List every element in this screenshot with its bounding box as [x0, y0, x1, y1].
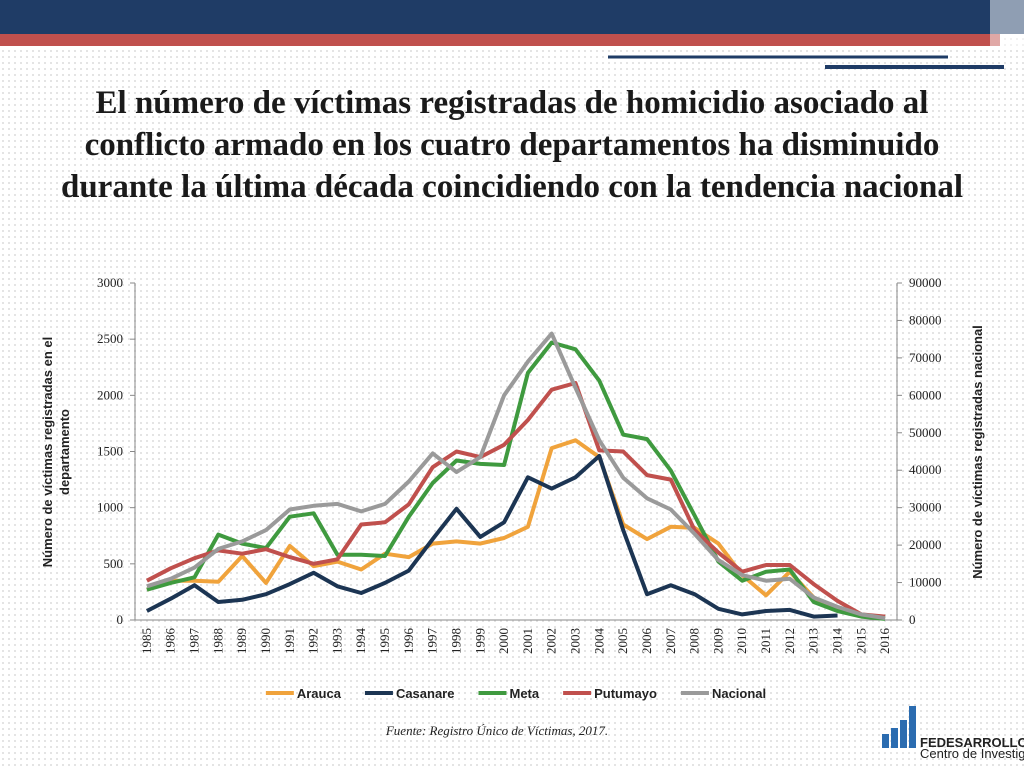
x-tick-label: 2000 — [496, 628, 511, 654]
y2-tick-label: 10000 — [909, 575, 942, 590]
x-tick-label: 2004 — [591, 628, 606, 655]
y-tick-label: 0 — [117, 612, 124, 627]
source-note: Fuente: Registro Único de Víctimas, 2017… — [385, 723, 608, 738]
x-tick-label: 2013 — [806, 628, 821, 654]
x-tick-label: 2003 — [568, 628, 583, 654]
x-tick-label: 2001 — [520, 628, 535, 654]
x-tick-label: 1989 — [234, 628, 249, 654]
x-tick-label: 2011 — [758, 628, 773, 654]
x-tick-label: 1991 — [282, 628, 297, 654]
series-line — [145, 381, 886, 619]
y2-tick-label: 30000 — [909, 500, 942, 515]
x-tick-label: 2006 — [639, 628, 654, 655]
logo-name: FEDESARROLLO — [920, 735, 1024, 750]
x-tick-label: 1986 — [163, 628, 178, 655]
y-tick-label: 1500 — [97, 444, 123, 459]
x-tick-label: 1999 — [472, 628, 487, 654]
slide-title: El número de víctimas registradas de hom… — [60, 85, 964, 205]
legend-label: Arauca — [297, 686, 342, 701]
y-tick-label: 2000 — [97, 387, 123, 402]
x-tick-label: 2009 — [710, 628, 725, 654]
y-tick-label: 1000 — [97, 500, 123, 515]
series-line — [146, 331, 886, 621]
legend-label: Casanare — [396, 686, 455, 701]
legend-label: Nacional — [712, 686, 766, 701]
x-tick-label: 1996 — [401, 628, 416, 655]
x-tick-label: 1997 — [425, 628, 440, 655]
logo-tagline: Centro de Investigación Económica y Soci… — [920, 746, 1024, 761]
y-tick-label: 500 — [104, 556, 124, 571]
x-tick-label: 2002 — [544, 628, 559, 654]
x-tick-label: 2007 — [663, 628, 678, 655]
y2-tick-label: 40000 — [909, 462, 942, 477]
y2-tick-label: 60000 — [909, 387, 942, 402]
y2-tick-label: 0 — [909, 612, 916, 627]
x-tick-label: 2015 — [853, 628, 868, 654]
x-tick-label: 2010 — [734, 628, 749, 654]
legend-label: Putumayo — [594, 686, 657, 701]
y2-tick-label: 90000 — [909, 275, 942, 290]
logo-bar — [909, 706, 916, 748]
x-tick-label: 2014 — [829, 628, 844, 655]
x-tick-label: 2005 — [615, 628, 630, 654]
banner-edge — [990, 0, 1024, 46]
x-tick-label: 1994 — [353, 628, 368, 655]
y-tick-label: 2500 — [97, 331, 123, 346]
x-tick-label: 1987 — [187, 628, 202, 655]
logo-bar — [882, 734, 889, 748]
x-tick-label: 1995 — [377, 628, 392, 654]
x-tick-label: 2008 — [687, 628, 702, 654]
y2-tick-label: 70000 — [909, 350, 942, 365]
x-tick-label: 2016 — [877, 628, 892, 655]
y2-tick-label: 20000 — [909, 537, 942, 552]
x-tick-label: 1993 — [329, 628, 344, 654]
x-tick-label: 2012 — [782, 628, 797, 654]
logo-bar — [900, 720, 907, 748]
x-tick-label: 1992 — [306, 628, 321, 654]
logo: FEDESARROLLO Centro de Investigación Eco… — [882, 706, 1024, 761]
legend-label: Meta — [509, 686, 539, 701]
banner — [0, 0, 1024, 34]
y2-tick-label: 50000 — [909, 425, 942, 440]
x-tick-label: 1985 — [139, 628, 154, 654]
x-tick-label: 1990 — [258, 628, 273, 654]
series-line — [146, 340, 886, 621]
y2-axis-title: Número de víctimas registradas nacional — [970, 325, 985, 579]
banner-stripe — [0, 34, 1000, 46]
legend: Arauca Casanare Meta Putumayo Nacional — [265, 686, 766, 701]
y-tick-label: 3000 — [97, 275, 123, 290]
series-line — [145, 454, 838, 619]
y-axis-title: Número de víctimas registradas en el depa… — [40, 337, 72, 567]
series-line — [146, 438, 886, 619]
x-tick-label: 1988 — [210, 628, 225, 654]
logo-bar — [891, 728, 898, 748]
x-tick-label: 1998 — [448, 628, 463, 654]
y2-tick-label: 80000 — [909, 312, 942, 327]
